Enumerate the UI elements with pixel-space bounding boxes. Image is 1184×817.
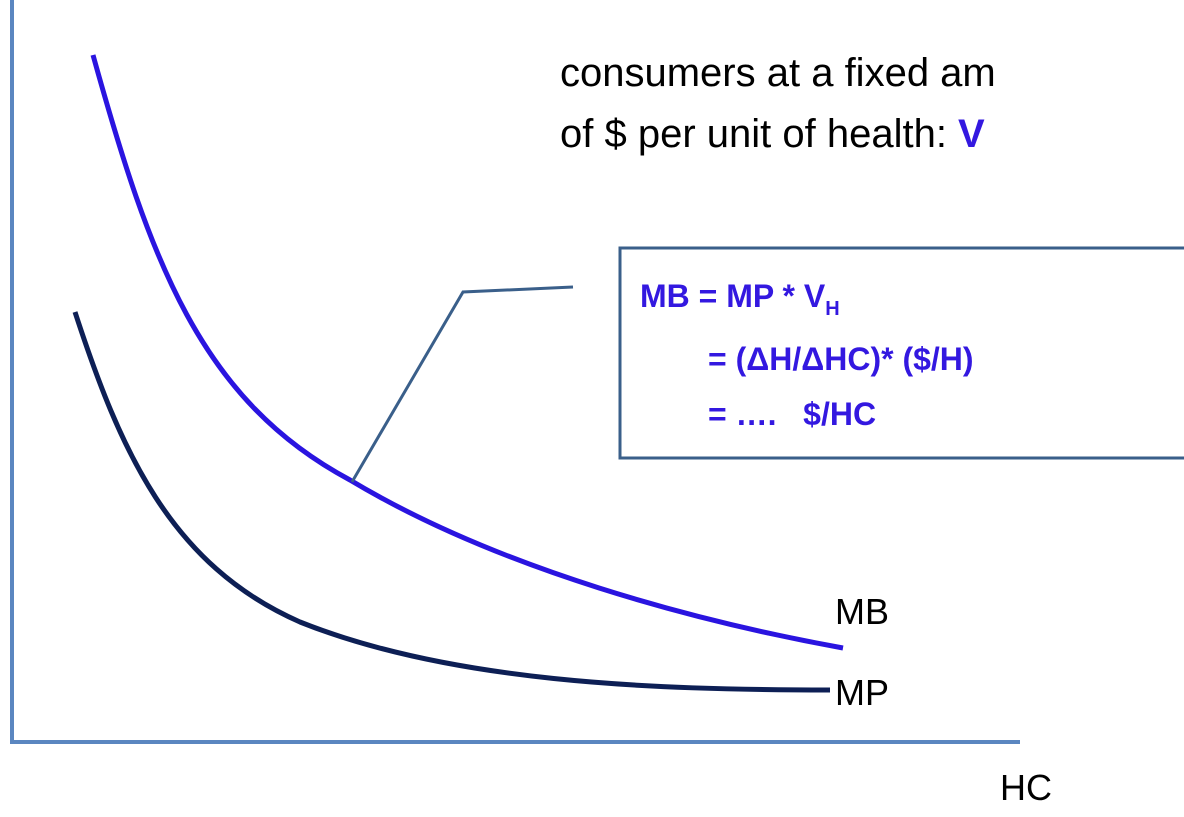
box-line: MB = MP * VH [640,278,840,320]
box-text: MB = MP * V [640,278,826,314]
callout-leader [350,285,574,483]
callout-box [618,246,1184,460]
box-line: = (ΔH/ΔHC)* ($/H) [708,341,974,377]
x-axis-label: HC [1000,767,1052,808]
header-text: of $ per unit of health: [560,112,958,156]
box-subscript: H [825,298,839,320]
mb-curve [90,54,844,651]
curve-label: MP [835,672,889,713]
header-highlight: V [958,112,985,156]
header-line: of $ per unit of health: V [560,112,985,156]
box-line: = …. $/HC [708,396,876,432]
curve-label: MB [835,591,889,632]
header-line: consumers at a fixed am [560,51,996,95]
mp-curve [72,311,831,693]
